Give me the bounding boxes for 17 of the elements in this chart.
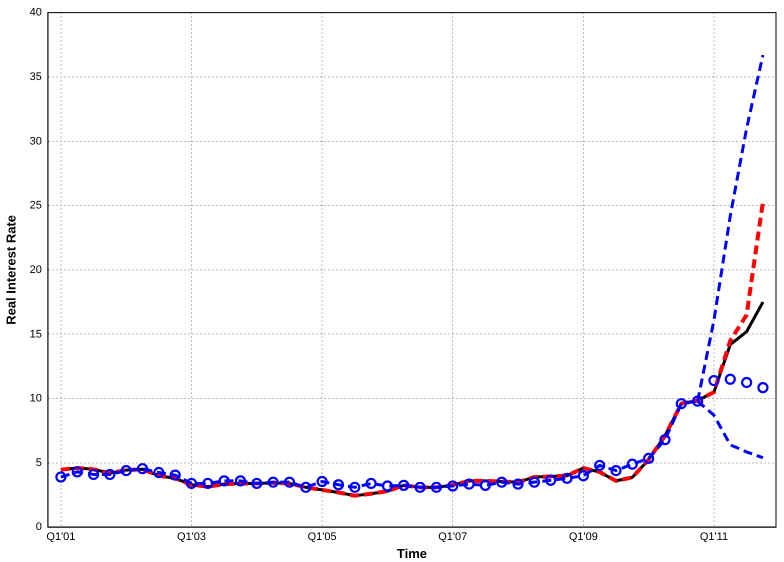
y-tick-label: 30 bbox=[30, 135, 42, 148]
y-tick-label: 20 bbox=[30, 264, 42, 276]
x-tick-label: Q1'11 bbox=[700, 530, 728, 543]
x-axis-title: Time bbox=[396, 546, 427, 561]
x-tick-label: Q1'09 bbox=[568, 530, 598, 543]
y-tick-label: 5 bbox=[36, 456, 42, 469]
y-tick-label: 40 bbox=[30, 6, 42, 19]
y-tick-label: 35 bbox=[30, 70, 42, 83]
y-tick-label: 10 bbox=[30, 392, 42, 405]
y-axis-title: Real Interest Rate bbox=[3, 214, 18, 325]
x-tick-label: Q1'07 bbox=[438, 530, 468, 543]
x-tick-label: Q1'01 bbox=[46, 530, 76, 543]
y-tick-label: 0 bbox=[36, 521, 42, 534]
x-tick-label: Q1'03 bbox=[177, 530, 206, 543]
x-tick-label: Q1'05 bbox=[308, 530, 337, 543]
y-tick-label: 25 bbox=[30, 200, 42, 212]
y-tick-label: 15 bbox=[30, 328, 42, 340]
